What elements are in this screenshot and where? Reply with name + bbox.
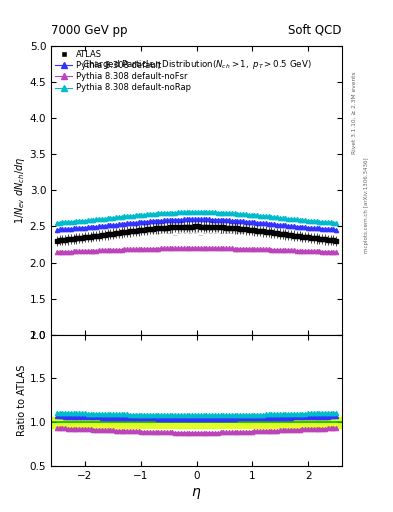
Text: ATLAS_2010_S8918562: ATLAS_2010_S8918562 <box>147 226 246 236</box>
Text: Charged Particle$\,\eta\,$Distribution$(N_{ch}>1,\ p_{T}>0.5\ \mathrm{GeV})$: Charged Particle$\,\eta\,$Distribution$(… <box>82 58 311 71</box>
Legend: ATLAS, Pythia 8.308 default, Pythia 8.308 default-noFsr, Pythia 8.308 default-no: ATLAS, Pythia 8.308 default, Pythia 8.30… <box>53 49 193 94</box>
Text: 7000 GeV pp: 7000 GeV pp <box>51 24 128 37</box>
Y-axis label: Ratio to ATLAS: Ratio to ATLAS <box>17 365 27 436</box>
Text: mcplots.cern.ch [arXiv:1306.3436]: mcplots.cern.ch [arXiv:1306.3436] <box>364 157 369 252</box>
Text: Soft QCD: Soft QCD <box>288 24 342 37</box>
X-axis label: $\eta$: $\eta$ <box>191 486 202 501</box>
Text: Rivet 3.1.10, ≥ 2.3M events: Rivet 3.1.10, ≥ 2.3M events <box>352 71 357 154</box>
Bar <box>51 416 342 428</box>
Y-axis label: $1/N_{ev}\ dN_{ch}/d\eta$: $1/N_{ev}\ dN_{ch}/d\eta$ <box>13 157 27 224</box>
